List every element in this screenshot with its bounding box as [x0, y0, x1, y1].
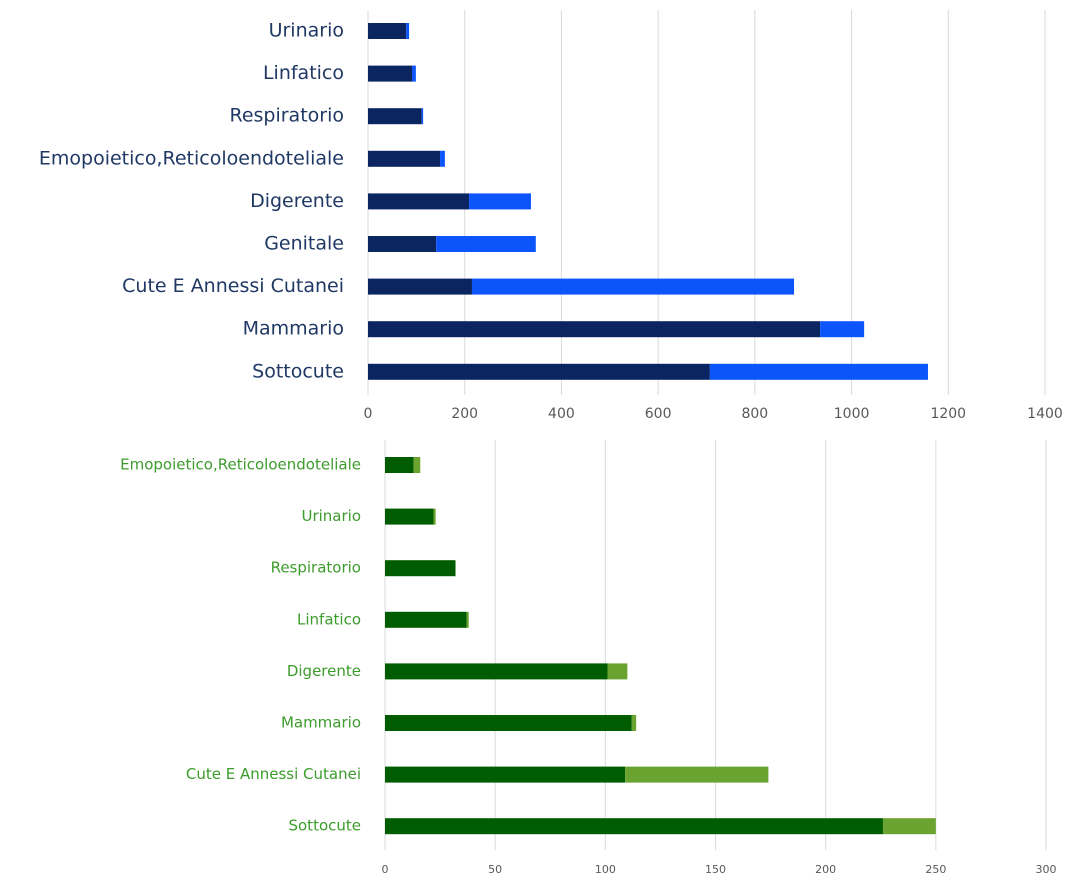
category-label: Mammario — [243, 318, 344, 340]
bar-segment — [709, 363, 928, 380]
bar-segment — [368, 150, 441, 167]
x-tick-label: 50 — [488, 863, 502, 876]
bar-segment — [607, 663, 628, 680]
bar-segment — [385, 611, 467, 628]
bar-segment — [368, 108, 422, 125]
category-label: Urinario — [269, 20, 344, 42]
category-label: Digerente — [250, 190, 344, 212]
category-label: Emopoietico,Reticoloendoteliale — [120, 456, 361, 474]
category-label: Emopoietico,Reticoloendoteliale — [39, 147, 344, 169]
category-label: Respiratorio — [271, 559, 361, 577]
bar-segment — [820, 321, 865, 338]
x-tick-label: 1200 — [930, 406, 966, 422]
bar-segment — [385, 663, 608, 680]
x-tick-label: 400 — [548, 406, 575, 422]
bar-segment — [368, 193, 470, 210]
bar-segment — [433, 508, 436, 525]
category-label: Sottocute — [252, 360, 344, 382]
bar-segment — [385, 508, 434, 525]
bar-segment — [466, 611, 469, 628]
x-tick-label: 600 — [645, 406, 672, 422]
category-label: Cute E Annessi Cutanei — [186, 765, 361, 783]
category-label: Mammario — [281, 714, 361, 732]
x-tick-label: 300 — [1036, 863, 1057, 876]
bar-segment — [471, 278, 795, 295]
x-tick-label: 0 — [364, 406, 373, 422]
bar-segment — [385, 715, 632, 731]
bar-segment — [412, 65, 416, 82]
x-tick-label: 100 — [595, 863, 616, 876]
category-label: Cute E Annessi Cutanei — [122, 275, 344, 297]
category-label: Urinario — [301, 507, 361, 525]
bar-segment — [385, 457, 414, 473]
bar-segment — [469, 193, 531, 210]
bar-segment — [406, 23, 410, 39]
bar-segment — [368, 23, 407, 39]
x-tick-label: 0 — [382, 863, 389, 876]
bar-segment — [385, 818, 883, 835]
category-label: Sottocute — [288, 817, 361, 835]
x-tick-label: 800 — [741, 406, 768, 422]
category-label: Linfatico — [263, 62, 344, 84]
bar-segment — [421, 108, 424, 125]
bar-segment — [882, 818, 936, 835]
x-tick-label: 200 — [815, 863, 836, 876]
category-label: Linfatico — [297, 610, 361, 628]
x-tick-label: 250 — [925, 863, 946, 876]
bar-segment — [413, 457, 421, 473]
bar-segment — [368, 363, 710, 380]
category-label: Digerente — [287, 662, 361, 680]
bar-segment — [385, 560, 456, 577]
x-tick-label: 150 — [705, 863, 726, 876]
bar-segment — [368, 321, 821, 338]
bar-segment — [368, 236, 437, 252]
bar-segment — [436, 236, 536, 252]
bar-segment — [625, 766, 769, 783]
x-tick-label: 1400 — [1027, 406, 1063, 422]
bar-segment — [440, 150, 445, 167]
category-label: Respiratorio — [229, 105, 344, 127]
bar-segment — [631, 715, 637, 731]
bar-segment — [368, 278, 472, 295]
bar-segment — [368, 65, 413, 82]
x-tick-label: 1000 — [834, 406, 870, 422]
category-label: Genitale — [264, 233, 344, 255]
x-tick-label: 200 — [451, 406, 478, 422]
bar-segment — [385, 766, 626, 783]
